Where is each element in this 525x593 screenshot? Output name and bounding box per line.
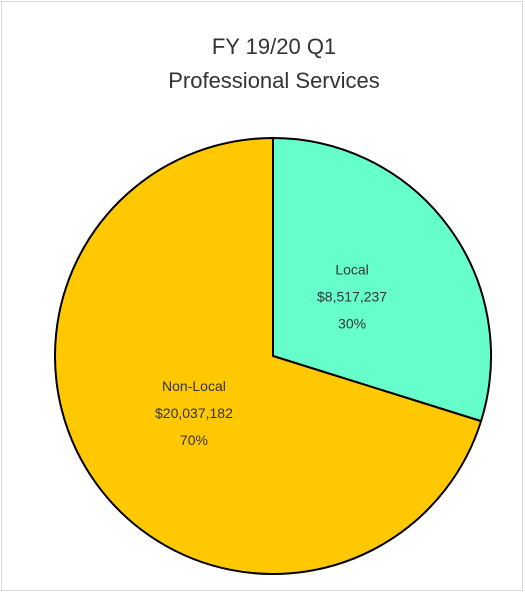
data-label: 70% bbox=[180, 432, 208, 448]
data-label: Local bbox=[335, 262, 368, 278]
pie-slice bbox=[272, 137, 492, 423]
data-label: 30% bbox=[338, 316, 366, 332]
data-label: Non-Local bbox=[162, 378, 226, 394]
chart-title: Professional Services bbox=[168, 68, 380, 93]
pie-slice bbox=[54, 137, 483, 575]
data-label: $20,037,182 bbox=[155, 405, 233, 421]
chart-title: FY 19/20 Q1 bbox=[212, 34, 336, 59]
data-label: $8,517,237 bbox=[317, 289, 387, 305]
